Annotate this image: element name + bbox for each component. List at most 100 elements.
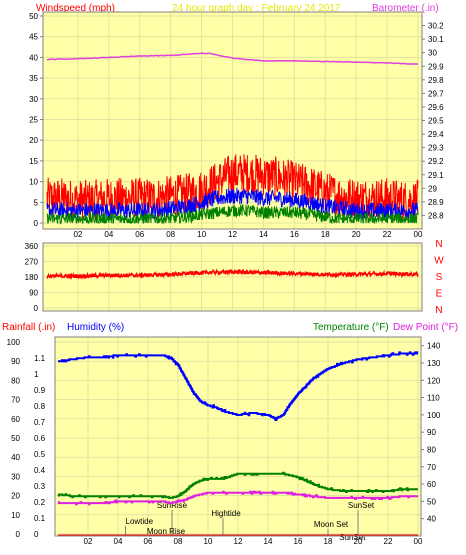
wind-tick-label: 5: [34, 198, 39, 207]
event-annotation: Moon Set: [314, 520, 349, 529]
humidity-tick-label: 10: [11, 511, 20, 520]
barometer-tick-label: 29: [428, 184, 437, 193]
barometer-axis-label: Barometer (.in): [372, 3, 439, 14]
humidity-tick-label: 90: [11, 357, 20, 366]
rainfall-tick-label: 0.5: [34, 450, 46, 459]
time-tick-label: 16: [290, 230, 299, 239]
direction-tick-label: 90: [29, 289, 38, 298]
temperature-tick-label: 80: [427, 445, 436, 454]
time-tick-label: 10: [204, 537, 213, 546]
direction-tick-label: 180: [25, 273, 39, 282]
windspeed-axis-label: Windspeed (mph): [36, 3, 115, 14]
rainfall-tick-label: 0.6: [34, 434, 46, 443]
barometer-tick-label: 29.5: [428, 117, 444, 126]
event-annotation: Moon Rise: [147, 527, 186, 536]
time-tick-label: 06: [135, 230, 144, 239]
barometer-tick-label: 30.2: [428, 22, 444, 31]
dewpoint-line: [57, 490, 418, 506]
compass-label: S: [436, 272, 443, 283]
rainfall-tick-label: 0: [34, 530, 39, 539]
dewpoint-axis-label: Dew Point (°F): [393, 322, 458, 333]
temperature-tick-label: 50: [427, 497, 436, 506]
time-tick-label: 00: [414, 537, 423, 546]
temperature-tick-label: 70: [427, 463, 436, 472]
temperature-tick-label: 110: [427, 394, 440, 403]
time-tick-label: 02: [73, 230, 82, 239]
time-tick-label: 12: [234, 537, 243, 546]
barometer-tick-label: 29.3: [428, 144, 444, 153]
wind-tick-label: 0: [34, 219, 39, 228]
temperature-tick-label: 60: [427, 480, 436, 489]
humidity-tick-label: 40: [11, 453, 20, 462]
temperature-tick-label: 120: [427, 376, 441, 385]
time-tick-label: 00: [414, 230, 423, 239]
barometer-tick-label: 29.4: [428, 130, 444, 139]
wind-tick-label: 30: [29, 95, 38, 104]
time-tick-label: 18: [324, 537, 333, 546]
rainfall-tick-label: 0.2: [34, 498, 46, 507]
temperature-tick-label: 130: [427, 359, 441, 368]
barometer-tick-label: 29.6: [428, 103, 444, 112]
barometer-tick-label: 30: [428, 49, 437, 58]
barometer-tick-label: 29.1: [428, 171, 444, 180]
barometer-tick-label: 29.8: [428, 76, 444, 85]
time-tick-label: 22: [384, 537, 393, 546]
direction-tick-label: 0: [34, 304, 39, 313]
time-tick-label: 14: [264, 537, 273, 546]
wind-tick-label: 40: [29, 53, 38, 62]
time-tick-label: 08: [166, 230, 175, 239]
rainfall-tick-label: 1: [34, 370, 39, 379]
wind-barometer-panel: 0 5 10 15 20 25 30 35 40 45 50 28.8 28.9 29 29.1 29.2 29…: [29, 11, 444, 239]
rainfall-tick-label: 0.8: [34, 402, 46, 411]
graph-title: 24 hour graph day : February 24 2017: [172, 3, 341, 14]
wind-tick-label: 15: [29, 157, 38, 166]
time-tick-label: 10: [197, 230, 206, 239]
wind-tick-label: 45: [29, 33, 38, 42]
humidity-tick-label: 70: [11, 396, 20, 405]
humidity-tick-label: 60: [11, 415, 20, 424]
event-annotation: SunSet: [339, 533, 366, 542]
event-annotation: SunRise: [157, 501, 188, 510]
wind-series-line: [46, 154, 419, 221]
barometer-tick-label: 28.9: [428, 198, 444, 207]
barometer-line: [46, 52, 419, 66]
wind-series-line: [46, 187, 419, 219]
humidity-tick-label: 30: [11, 472, 20, 481]
compass-label: W: [434, 256, 444, 267]
time-tick-label: 08: [174, 537, 183, 546]
humidity-axis-label: Humidity (%): [67, 322, 124, 333]
humidity-tick-label: 80: [11, 376, 20, 385]
time-tick-label: 04: [114, 537, 123, 546]
temperature-tick-label: 40: [427, 515, 436, 524]
event-annotation: SunSet: [348, 501, 375, 510]
time-tick-label: 22: [383, 230, 392, 239]
wind-tick-label: 25: [29, 116, 38, 125]
time-tick-label: 16: [294, 537, 303, 546]
event-annotation: Lowtide: [126, 517, 154, 526]
barometer-tick-label: 29.9: [428, 62, 444, 71]
humidity-tick-label: 20: [11, 492, 20, 501]
event-annotation: Hightide: [211, 509, 241, 518]
time-tick-label: 20: [354, 537, 363, 546]
temperature-axis-label: Temperature (°F): [313, 322, 389, 333]
direction-tick-label: 270: [25, 258, 39, 267]
rainfall-tick-label: 0.9: [34, 386, 46, 395]
wind-direction-line: [46, 268, 419, 280]
barometer-tick-label: 28.8: [428, 211, 444, 220]
compass-label: N: [435, 239, 442, 250]
time-tick-label: 14: [259, 230, 268, 239]
temperature-tick-label: 140: [427, 342, 441, 351]
barometer-tick-label: 30.1: [428, 35, 444, 44]
wind-series-line: [46, 204, 419, 225]
rainfall-axis-label: Rainfall (.in): [2, 322, 55, 333]
direction-tick-label: 360: [25, 242, 39, 251]
temperature-tick-label: 90: [427, 428, 436, 437]
wind-tick-label: 35: [29, 74, 38, 83]
time-tick-label: 06: [144, 537, 153, 546]
barometer-tick-label: 29.2: [428, 157, 444, 166]
rainfall-tick-label: 0.1: [34, 514, 46, 523]
